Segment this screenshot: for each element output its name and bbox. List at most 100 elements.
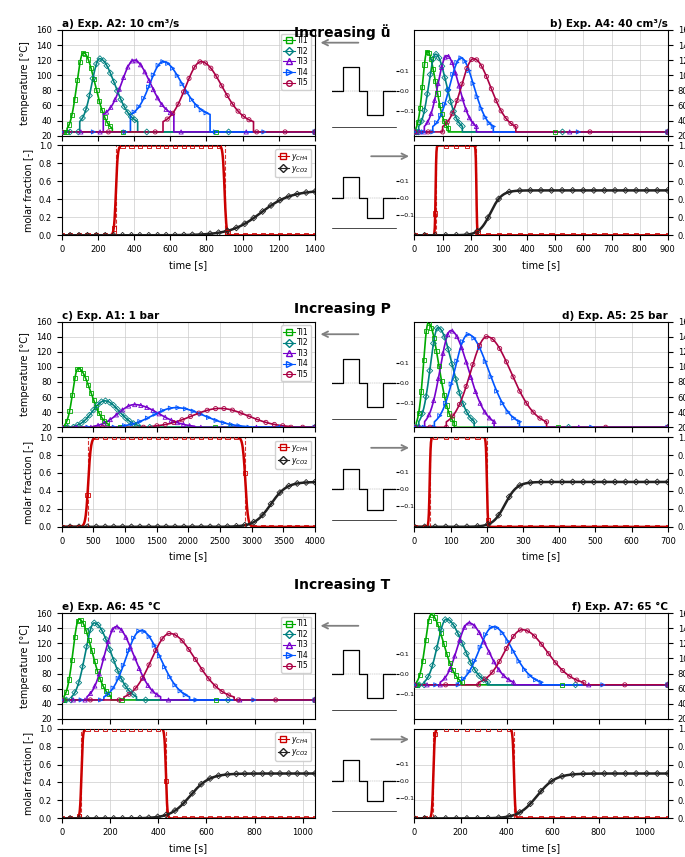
Point	[178, 228, 189, 242]
Point	[284, 479, 295, 493]
Point	[546, 475, 557, 488]
Point	[414, 678, 425, 692]
Point	[97, 624, 108, 638]
Point	[103, 687, 114, 701]
Point	[577, 183, 588, 197]
Point	[260, 416, 271, 429]
Point	[436, 375, 447, 388]
Point	[588, 183, 599, 197]
Point	[447, 56, 458, 69]
Point	[662, 678, 673, 692]
X-axis label: time [s]: time [s]	[169, 551, 208, 561]
Point	[610, 767, 621, 781]
Point	[100, 812, 111, 825]
Point	[662, 125, 673, 139]
Point	[160, 103, 171, 117]
Point	[472, 225, 483, 238]
Point	[557, 125, 568, 139]
Point	[64, 812, 75, 825]
Point	[514, 183, 525, 197]
Point	[164, 626, 175, 640]
Point	[66, 693, 77, 707]
Point	[98, 54, 109, 68]
Point	[73, 809, 84, 823]
Point	[126, 722, 137, 735]
Point	[429, 229, 440, 243]
Point	[488, 655, 499, 668]
Point	[144, 658, 155, 672]
Point	[310, 812, 321, 825]
Point	[297, 421, 308, 434]
Point	[536, 812, 547, 825]
Point	[222, 224, 233, 237]
Point	[72, 362, 83, 375]
Point	[72, 418, 83, 432]
Point	[497, 626, 508, 639]
Point	[474, 339, 485, 352]
Point	[89, 679, 100, 692]
Point	[167, 62, 178, 75]
Point	[64, 673, 75, 686]
Point	[126, 520, 137, 534]
Point	[410, 678, 421, 692]
Point	[143, 811, 154, 824]
Point	[423, 45, 434, 59]
Point	[564, 125, 575, 139]
Point	[105, 66, 116, 80]
Point	[275, 812, 286, 825]
Point	[164, 670, 175, 684]
Point	[503, 520, 514, 534]
Point	[66, 108, 77, 122]
Point	[571, 674, 582, 687]
Point	[432, 87, 443, 100]
Point	[151, 419, 162, 433]
Point	[205, 771, 216, 785]
Point	[521, 396, 532, 410]
Point	[438, 388, 449, 402]
Point	[83, 52, 94, 66]
Point	[222, 88, 233, 102]
Point	[431, 116, 442, 129]
Point	[557, 475, 568, 488]
Point	[546, 229, 557, 243]
Point	[426, 608, 437, 621]
Point	[409, 229, 420, 243]
Point	[662, 475, 673, 488]
Point	[80, 103, 91, 117]
Point	[413, 406, 424, 420]
Point	[662, 678, 673, 692]
Point	[451, 93, 462, 107]
Point	[410, 125, 421, 139]
Point	[553, 421, 564, 434]
Point	[496, 104, 507, 117]
Point	[501, 642, 512, 656]
Point	[462, 722, 473, 735]
Point	[148, 68, 159, 81]
Point	[266, 199, 277, 213]
Point	[457, 335, 468, 349]
Point	[441, 647, 452, 661]
Point	[456, 675, 467, 689]
Point	[223, 693, 234, 707]
Point	[124, 414, 135, 428]
Point	[662, 678, 673, 692]
Point	[69, 686, 80, 699]
Point	[178, 139, 189, 153]
Point	[187, 430, 198, 444]
Point	[310, 125, 321, 139]
Point	[86, 61, 97, 75]
Text: a) Exp. A2: 10 cm³/s: a) Exp. A2: 10 cm³/s	[62, 19, 179, 29]
Point	[284, 189, 295, 203]
Point	[503, 405, 514, 419]
Point	[410, 125, 421, 139]
Point	[419, 229, 430, 243]
Point	[599, 475, 610, 488]
Point	[72, 614, 83, 628]
Point	[210, 680, 221, 693]
Point	[525, 668, 536, 682]
Point	[567, 768, 578, 782]
Point	[541, 415, 552, 428]
Point	[416, 80, 427, 93]
Point	[80, 371, 91, 385]
Point	[105, 119, 116, 133]
